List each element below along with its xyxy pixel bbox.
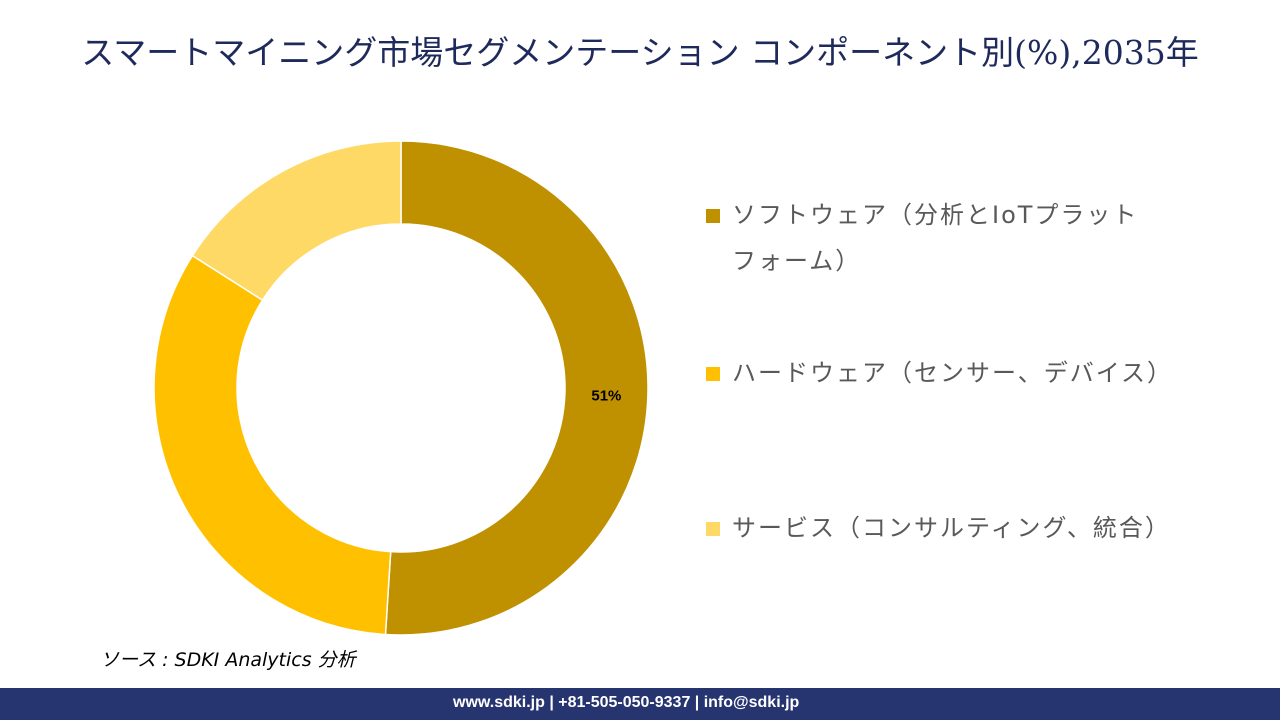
legend-item-software: ソフトウェア（分析とIoTプラットフォーム） [706, 192, 1166, 284]
legend-swatch [706, 367, 720, 381]
legend-item-services: サービス（コンサルティング、統合） [706, 505, 1171, 551]
legend-label: サービス（コンサルティング、統合） [732, 514, 1171, 542]
legend-item-hardware: ハードウェア（センサー、デバイス） [706, 350, 1174, 396]
footer-contact[interactable]: www.sdki.jp | +81-505-050-9337 | info@sd… [453, 694, 800, 711]
chart-title: スマートマイニング市場セグメンテーション コンポーネント別(%),2035年 [81, 33, 1199, 72]
footer-bar: www.sdki.jp | +81-505-050-9337 | info@sd… [0, 688, 1280, 720]
legend-swatch [706, 209, 720, 223]
data-label: 51% [591, 387, 621, 404]
donut-slice [384, 140, 649, 636]
legend-label: ハードウェア（センサー、デバイス） [732, 359, 1174, 387]
donut-slice [191, 140, 402, 302]
donut-slice [153, 254, 392, 636]
legend-label: ソフトウェア（分析とIoTプラットフォーム） [732, 201, 1139, 275]
legend-swatch [706, 522, 720, 536]
source-note: ソース : SDKI Analytics 分析 [100, 649, 356, 671]
